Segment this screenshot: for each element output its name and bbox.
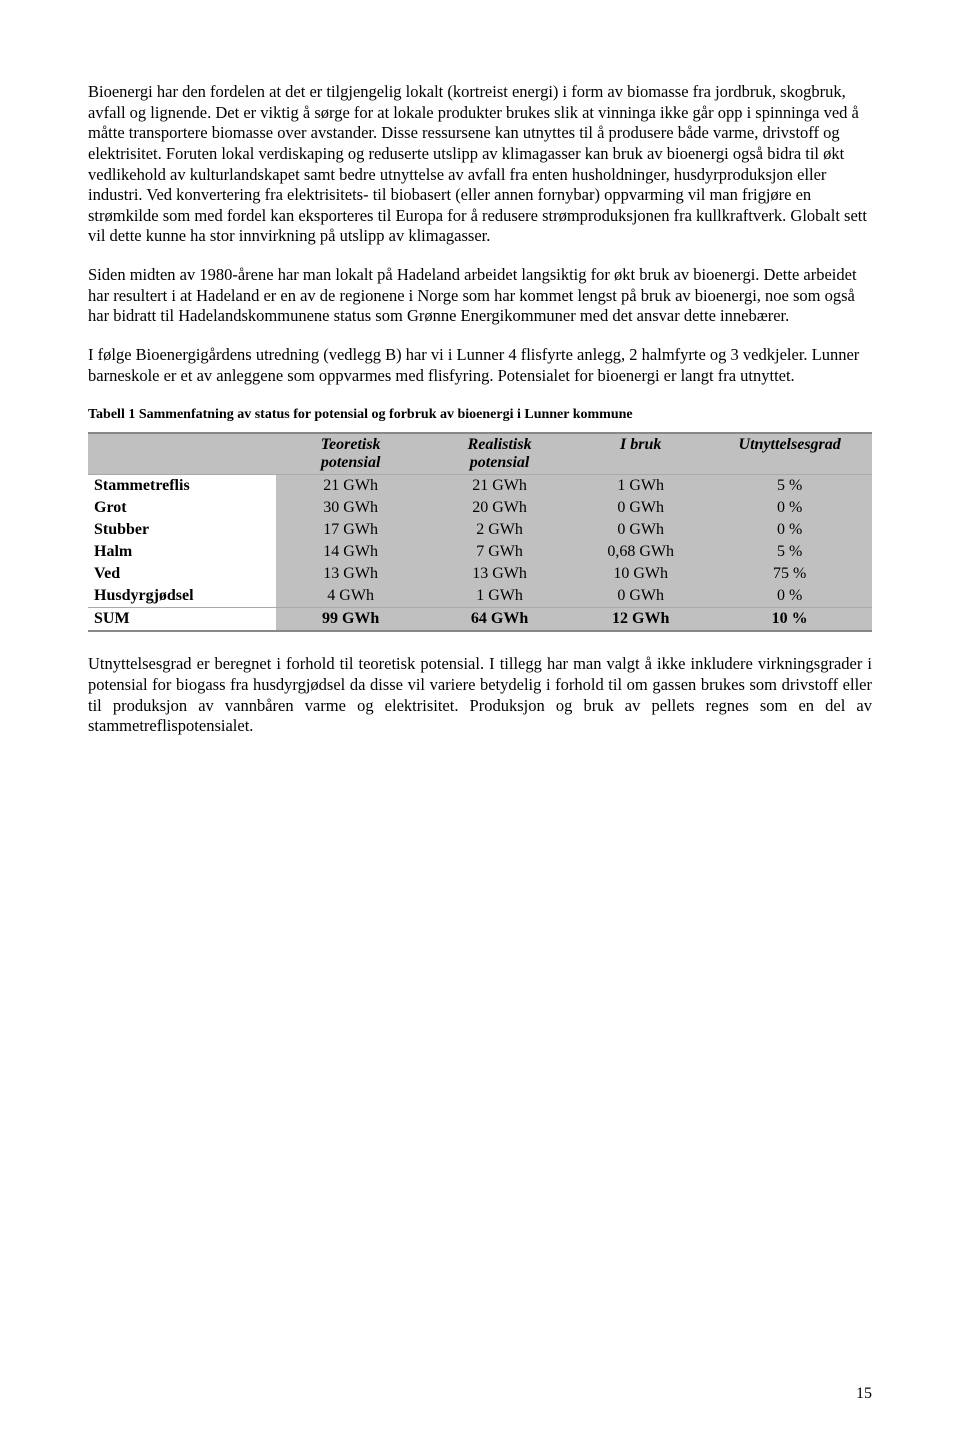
paragraph-4: Utnyttelsesgrad er beregnet i forhold ti… bbox=[88, 654, 872, 737]
table-row: Stammetreflis 21 GWh 21 GWh 1 GWh 5 % bbox=[88, 475, 872, 498]
paragraph-2: Siden midten av 1980-årene har man lokal… bbox=[88, 265, 872, 327]
cell-bruk: 1 GWh bbox=[574, 475, 707, 498]
cell-grad: 0 % bbox=[707, 519, 872, 541]
cell-real: 20 GWh bbox=[425, 497, 574, 519]
table-caption: Tabell 1 Sammenfatning av status for pot… bbox=[88, 406, 872, 424]
cell-grad: 5 % bbox=[707, 541, 872, 563]
cell-teo: 17 GWh bbox=[276, 519, 425, 541]
paragraph-1: Bioenergi har den fordelen at det er til… bbox=[88, 82, 872, 247]
cell-real: 1 GWh bbox=[425, 585, 574, 608]
cell-grad: 5 % bbox=[707, 475, 872, 498]
bioenergy-table: Teoretisk potensial Realistisk potensial… bbox=[88, 432, 872, 633]
cell-teo: 13 GWh bbox=[276, 563, 425, 585]
table-row: Halm 14 GWh 7 GWh 0,68 GWh 5 % bbox=[88, 541, 872, 563]
header-grad: Utnyttelsesgrad bbox=[707, 433, 872, 475]
table-header-row: Teoretisk potensial Realistisk potensial… bbox=[88, 433, 872, 475]
cell-teo: 4 GWh bbox=[276, 585, 425, 608]
paragraph-3: I følge Bioenergigårdens utredning (vedl… bbox=[88, 345, 872, 386]
sum-bruk: 12 GWh bbox=[574, 608, 707, 632]
row-label: Husdyrgjødsel bbox=[88, 585, 276, 608]
cell-real: 7 GWh bbox=[425, 541, 574, 563]
table-row: Ved 13 GWh 13 GWh 10 GWh 75 % bbox=[88, 563, 872, 585]
header-realistisk: Realistisk potensial bbox=[425, 433, 574, 475]
sum-label: SUM bbox=[88, 608, 276, 632]
row-label: Grot bbox=[88, 497, 276, 519]
sum-grad: 10 % bbox=[707, 608, 872, 632]
header-teoretisk-l2: potensial bbox=[321, 454, 381, 471]
cell-bruk: 0 GWh bbox=[574, 497, 707, 519]
sum-real: 64 GWh bbox=[425, 608, 574, 632]
cell-real: 2 GWh bbox=[425, 519, 574, 541]
row-label: Halm bbox=[88, 541, 276, 563]
cell-real: 13 GWh bbox=[425, 563, 574, 585]
cell-bruk: 0 GWh bbox=[574, 519, 707, 541]
table-row: Grot 30 GWh 20 GWh 0 GWh 0 % bbox=[88, 497, 872, 519]
row-label: Stammetreflis bbox=[88, 475, 276, 498]
cell-grad: 0 % bbox=[707, 585, 872, 608]
cell-grad: 0 % bbox=[707, 497, 872, 519]
cell-grad: 75 % bbox=[707, 563, 872, 585]
cell-bruk: 0 GWh bbox=[574, 585, 707, 608]
header-ibruk: I bruk bbox=[574, 433, 707, 475]
header-realistisk-l2: potensial bbox=[470, 454, 530, 471]
header-teoretisk: Teoretisk potensial bbox=[276, 433, 425, 475]
cell-bruk: 10 GWh bbox=[574, 563, 707, 585]
header-teoretisk-l1: Teoretisk bbox=[321, 436, 381, 453]
header-realistisk-l1: Realistisk bbox=[468, 436, 532, 453]
row-label: Ved bbox=[88, 563, 276, 585]
cell-bruk: 0,68 GWh bbox=[574, 541, 707, 563]
cell-teo: 21 GWh bbox=[276, 475, 425, 498]
header-blank bbox=[88, 433, 276, 475]
cell-teo: 14 GWh bbox=[276, 541, 425, 563]
page-number: 15 bbox=[856, 1384, 872, 1404]
table-sum-row: SUM 99 GWh 64 GWh 12 GWh 10 % bbox=[88, 608, 872, 632]
cell-teo: 30 GWh bbox=[276, 497, 425, 519]
row-label: Stubber bbox=[88, 519, 276, 541]
table-row: Stubber 17 GWh 2 GWh 0 GWh 0 % bbox=[88, 519, 872, 541]
table-row: Husdyrgjødsel 4 GWh 1 GWh 0 GWh 0 % bbox=[88, 585, 872, 608]
sum-teo: 99 GWh bbox=[276, 608, 425, 632]
cell-real: 21 GWh bbox=[425, 475, 574, 498]
